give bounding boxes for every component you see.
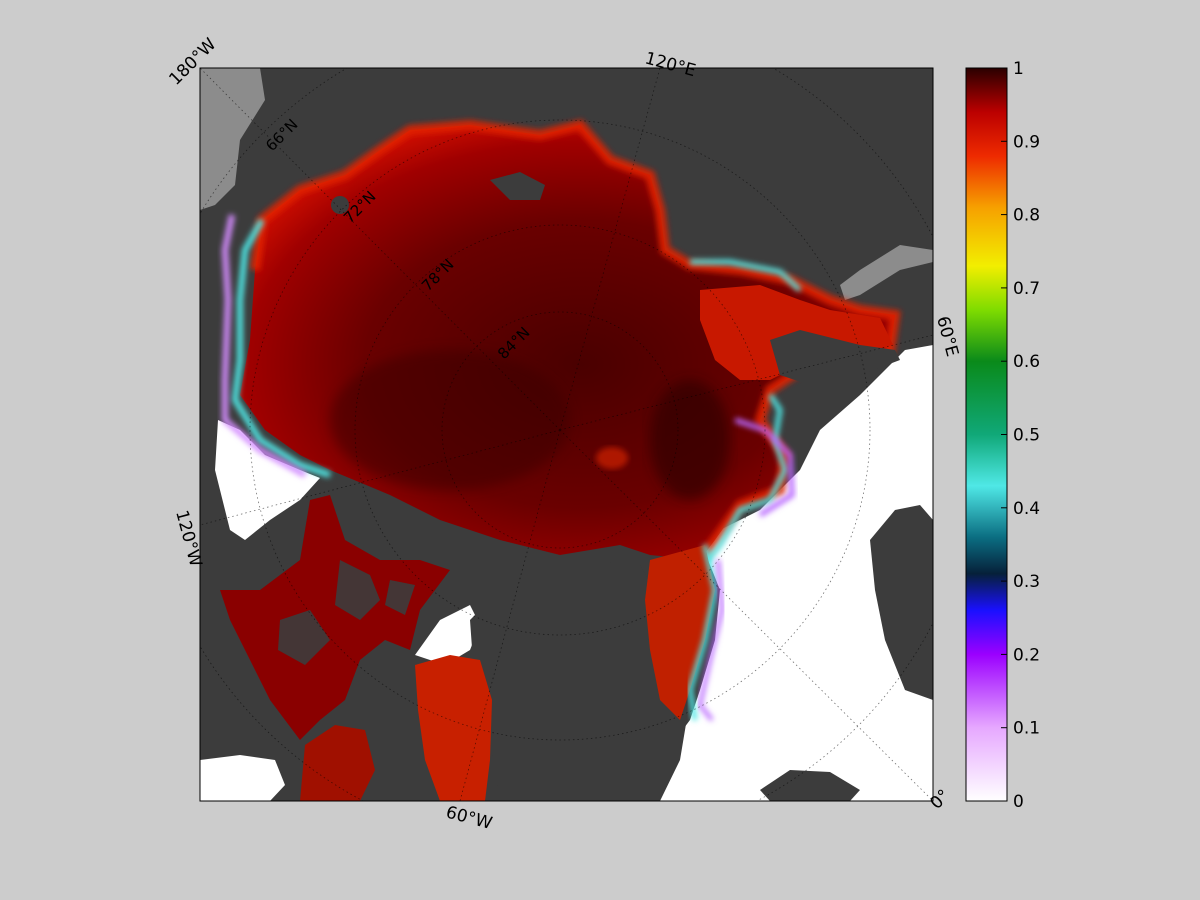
colorbar-tick-label: 0: [1013, 792, 1024, 812]
open-ocean-beaufort: [215, 420, 320, 540]
open-ocean-atlantic: [640, 345, 933, 801]
colorbar-tick-label: 0.7: [1013, 279, 1040, 299]
marginal-ice-fringe-east: [690, 259, 802, 572]
ice-east-greenland: [645, 545, 715, 720]
colorbar-tick-label: 0.2: [1013, 645, 1040, 665]
colorbar-tick-label: 0.6: [1013, 352, 1040, 372]
land-iceland: [760, 770, 860, 801]
marginal-ice-fringe-west: [231, 218, 331, 478]
land-archipelago-islands: [278, 560, 415, 665]
map-panel: [200, 68, 933, 801]
colorbar-tick-label: 0.4: [1013, 499, 1040, 519]
masked-land-region: [200, 68, 265, 210]
marginal-ice-east-greenland: [687, 544, 718, 721]
land-new-siberian-islands: [490, 172, 545, 200]
colorbar: 0 0.1 0.2 0.3 0.4 0.5 0.6 0.7 0.8 0.9 1: [965, 59, 1040, 812]
ice-bright-spot: [596, 447, 628, 469]
ice-core-dark-1: [330, 350, 570, 490]
lon-label-60w: 60°W: [444, 803, 495, 835]
colorbar-tick-label: 0.9: [1013, 132, 1040, 152]
colorbar-tick-label: 1: [1013, 59, 1024, 79]
graticule: [200, 68, 933, 801]
land-scandinavia: [870, 505, 933, 700]
ice-canadian-archipelago: [220, 495, 450, 740]
colorbar-tick-label: 0.3: [1013, 572, 1040, 592]
marginal-ice-fringe-west-purple: [221, 214, 307, 478]
map-frame: [199, 67, 934, 802]
land-greenland: [470, 560, 690, 801]
ice-baffin-bay: [415, 655, 492, 801]
open-ocean-baffin: [415, 605, 480, 665]
colorbar-tick-label: 0.1: [1013, 719, 1040, 739]
colorbar-ticks: 0 0.1 0.2 0.3 0.4 0.5 0.6 0.7 0.8 0.9 1: [1001, 59, 1040, 812]
ice-hudson-bay: [300, 725, 375, 801]
land-novaya-zemlya: [770, 330, 900, 385]
colorbar-tick-label: 0.8: [1013, 206, 1040, 226]
colorbar-bar: [965, 67, 1008, 802]
ice-core-dark-2: [650, 380, 730, 500]
land-wrangel-island: [331, 196, 349, 214]
open-ocean-hudson: [200, 755, 285, 801]
colorbar-tick-label: 0.5: [1013, 426, 1040, 446]
marginal-ice-fringe-east-purple: [734, 417, 795, 518]
marginal-ice-east-greenland-purple: [697, 559, 725, 722]
masked-land-region-east: [840, 245, 933, 300]
lon-label-60e: 60°E: [932, 314, 962, 359]
